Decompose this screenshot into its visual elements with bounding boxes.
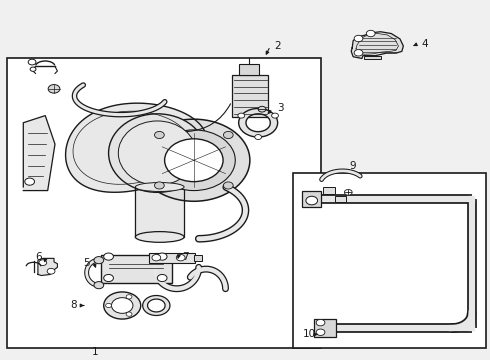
Circle shape bbox=[223, 131, 233, 139]
Polygon shape bbox=[24, 116, 55, 190]
Circle shape bbox=[126, 312, 132, 316]
Bar bbox=[232, 75, 269, 117]
Circle shape bbox=[344, 189, 352, 195]
Bar bbox=[101, 255, 172, 283]
Circle shape bbox=[255, 135, 262, 140]
Circle shape bbox=[316, 329, 325, 336]
Bar bbox=[302, 190, 321, 207]
Circle shape bbox=[39, 260, 47, 266]
Circle shape bbox=[223, 182, 233, 189]
Text: 10: 10 bbox=[303, 329, 317, 339]
Circle shape bbox=[258, 106, 266, 112]
Circle shape bbox=[112, 298, 133, 313]
Circle shape bbox=[165, 139, 223, 182]
Text: 1: 1 bbox=[92, 347, 99, 357]
Circle shape bbox=[48, 85, 60, 93]
Ellipse shape bbox=[118, 121, 196, 185]
Circle shape bbox=[106, 303, 112, 308]
Circle shape bbox=[157, 274, 167, 282]
Bar bbox=[7, 58, 320, 348]
Ellipse shape bbox=[109, 114, 206, 192]
Circle shape bbox=[154, 182, 164, 189]
Circle shape bbox=[47, 268, 55, 274]
Text: 7: 7 bbox=[182, 252, 189, 262]
Text: 5: 5 bbox=[83, 258, 90, 268]
Circle shape bbox=[138, 119, 250, 201]
Circle shape bbox=[28, 59, 36, 65]
Circle shape bbox=[104, 292, 141, 319]
Circle shape bbox=[94, 257, 104, 264]
Circle shape bbox=[316, 319, 325, 326]
Circle shape bbox=[152, 255, 161, 261]
Circle shape bbox=[354, 50, 363, 56]
Text: 4: 4 bbox=[421, 39, 428, 49]
Circle shape bbox=[104, 253, 114, 260]
Bar bbox=[335, 195, 346, 202]
Text: 6: 6 bbox=[35, 252, 42, 262]
Circle shape bbox=[157, 253, 167, 260]
Bar bbox=[323, 187, 335, 194]
Circle shape bbox=[152, 130, 235, 190]
Text: 2: 2 bbox=[274, 41, 281, 51]
Bar bbox=[149, 253, 196, 263]
Circle shape bbox=[238, 113, 245, 118]
Circle shape bbox=[154, 131, 164, 139]
Circle shape bbox=[306, 196, 318, 205]
Bar bbox=[314, 319, 336, 337]
Polygon shape bbox=[351, 32, 403, 58]
Circle shape bbox=[25, 178, 34, 185]
Polygon shape bbox=[38, 258, 57, 275]
Bar bbox=[293, 173, 486, 348]
Circle shape bbox=[30, 67, 36, 71]
Bar bbox=[195, 255, 202, 261]
Text: 3: 3 bbox=[277, 103, 283, 113]
Ellipse shape bbox=[135, 231, 184, 242]
Circle shape bbox=[367, 30, 375, 37]
Polygon shape bbox=[66, 103, 207, 192]
Ellipse shape bbox=[135, 183, 184, 192]
Circle shape bbox=[271, 113, 278, 118]
Bar bbox=[239, 64, 259, 75]
Circle shape bbox=[176, 255, 185, 261]
Bar bbox=[365, 56, 381, 59]
Text: 9: 9 bbox=[350, 161, 357, 171]
Circle shape bbox=[354, 35, 363, 42]
Circle shape bbox=[94, 282, 104, 289]
Text: 8: 8 bbox=[70, 301, 77, 310]
Circle shape bbox=[126, 295, 132, 299]
Circle shape bbox=[104, 274, 114, 282]
